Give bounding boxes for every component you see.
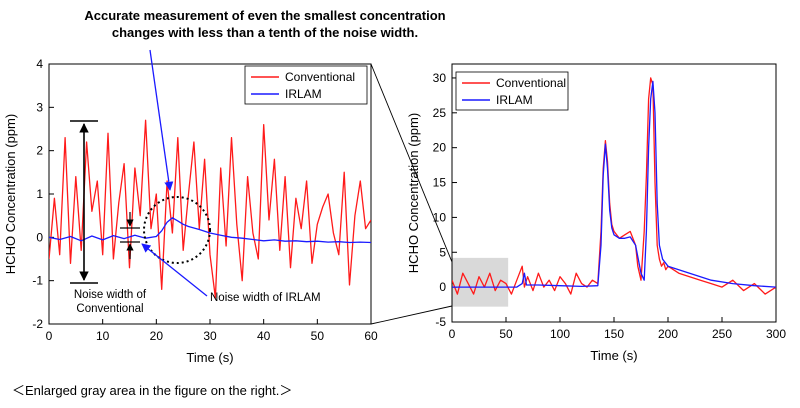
- y-tick-label: 15: [433, 176, 447, 190]
- highlight-circle: [143, 196, 211, 264]
- y-axis-label: HCHO Concentration (ppm): [406, 113, 421, 273]
- y-tick-label: 25: [433, 106, 447, 120]
- series-line-irlam: [452, 80, 776, 288]
- noise-label-conventional-line2: Conventional: [76, 303, 143, 315]
- x-tick-label: 10: [96, 329, 110, 343]
- left-annotations: Noise width of Conventional Noise width …: [70, 49, 321, 315]
- series-line-conventional: [49, 119, 371, 299]
- y-tick-label: 20: [433, 141, 447, 155]
- legend-label-irlam: IRLAM: [285, 87, 322, 101]
- x-tick-label: 0: [449, 327, 456, 341]
- legend-label-conventional: Conventional: [496, 76, 566, 90]
- x-tick-label: 300: [766, 327, 786, 341]
- headline-line-1: Accurate measurement of even the smalles…: [84, 8, 446, 23]
- y-tick-label: -5: [435, 315, 446, 329]
- y-tick-label: 4: [36, 57, 43, 71]
- y-tick-label: 2: [36, 144, 43, 158]
- x-tick-label: 150: [604, 327, 624, 341]
- x-tick-label: 60: [364, 329, 378, 343]
- headline-pointer-arrow: [149, 49, 174, 191]
- y-tick-label: 5: [439, 245, 446, 259]
- noise-label-conventional-line1: Noise width of: [74, 289, 147, 301]
- x-axis-label: Time (s): [590, 348, 637, 363]
- legend-label-conventional: Conventional: [285, 70, 355, 84]
- x-tick-label: 100: [550, 327, 570, 341]
- left-chart: 0 10 20 30 40 50 60 -2 -1 0 1 2 3 4 Time (s) HCHO Conce…: [3, 57, 378, 365]
- x-tick-label: 0: [46, 329, 53, 343]
- y-tick-label: 3: [36, 100, 43, 114]
- x-tick-label: 40: [257, 329, 271, 343]
- x-tick-label: 250: [712, 327, 732, 341]
- noise-label-irlam: Noise width of IRLAM: [210, 292, 321, 304]
- y-axis-label: HCHO Concentration (ppm): [3, 114, 18, 274]
- headline-line-2: changes with less than a tenth of the no…: [111, 25, 419, 40]
- zoom-connector-top: [370, 63, 453, 263]
- series-group: [49, 119, 371, 299]
- legend-label-irlam: IRLAM: [496, 93, 533, 107]
- y-tick-label: 1: [36, 187, 43, 201]
- legend-box: [244, 65, 368, 105]
- y-tick-label: 30: [433, 71, 447, 85]
- series-line-irlam: [49, 217, 371, 244]
- irlam-noise-pointer-arrow: [141, 243, 208, 297]
- x-tick-label: 200: [658, 327, 678, 341]
- legend-box: [455, 71, 569, 111]
- x-tick-label: 50: [311, 329, 325, 343]
- y-tick-label: 0: [439, 280, 446, 294]
- figure-caption: ＜Enlarged gray area in the figure on the…: [12, 383, 293, 398]
- series-group: [452, 77, 776, 295]
- x-tick-label: 50: [499, 327, 513, 341]
- y-tick-label: -1: [32, 274, 43, 288]
- y-tick-label: -2: [32, 317, 43, 331]
- x-axis-label: Time (s): [186, 350, 233, 365]
- y-tick-label: 10: [433, 210, 447, 224]
- enlarged-region: [452, 257, 509, 307]
- zoom-connector-bottom: [370, 305, 453, 325]
- x-tick-label: 30: [203, 329, 217, 343]
- y-tick-label: 0: [36, 230, 43, 244]
- x-tick-label: 20: [150, 329, 164, 343]
